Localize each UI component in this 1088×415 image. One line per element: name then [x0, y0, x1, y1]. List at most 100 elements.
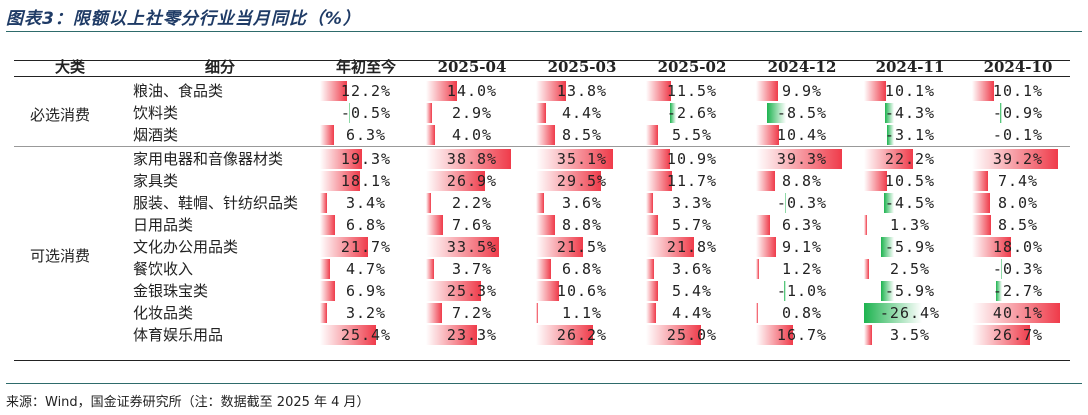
positive-databar [536, 125, 555, 145]
data-cell: 6.8% [320, 214, 412, 236]
cell-value: 3.2% [345, 304, 387, 322]
cell-value: 9.9% [781, 82, 823, 100]
cell-value: -3.1% [884, 126, 936, 144]
data-cell: 4.7% [320, 258, 412, 280]
negative-databar [881, 237, 894, 257]
cell-value: 10.5% [884, 172, 936, 190]
data-cell: -0.9% [972, 102, 1064, 124]
data-cell: -0.5% [320, 102, 412, 124]
data-cell: -2.6% [646, 102, 738, 124]
cell-value: 6.9% [345, 282, 387, 300]
data-cell: 5.4% [646, 280, 738, 302]
data-cell: 13.8% [536, 80, 628, 102]
cell-value: 10.6% [556, 282, 608, 300]
data-cell: 26.9% [426, 170, 518, 192]
header-subcategory: 细分 [204, 58, 235, 76]
data-cell: 4.4% [646, 302, 738, 324]
positive-databar [756, 303, 758, 323]
positive-databar [536, 237, 584, 257]
cell-value: 5.4% [671, 282, 713, 300]
cell-value: 2.2% [451, 194, 493, 212]
data-cell: 14.0% [426, 80, 518, 102]
data-cell: -5.9% [864, 236, 956, 258]
data-cell: -8.5% [756, 102, 848, 124]
positive-databar [646, 125, 659, 145]
positive-databar [864, 81, 887, 101]
cell-value: 39.3% [776, 150, 828, 168]
data-cell: 9.1% [756, 236, 848, 258]
positive-databar [426, 281, 482, 301]
cell-value: 13.8% [556, 82, 608, 100]
data-cell: 25.3% [426, 280, 518, 302]
data-cell: -3.1% [864, 124, 956, 146]
data-cell: 35.1% [536, 148, 628, 170]
cell-value: 10.9% [666, 150, 718, 168]
data-cell: 11.7% [646, 170, 738, 192]
positive-databar [864, 171, 887, 191]
cell-value: -5.9% [884, 282, 936, 300]
data-cell: 7.4% [972, 170, 1064, 192]
data-cell: -4.5% [864, 192, 956, 214]
positive-databar [426, 303, 442, 323]
cell-value: 7.6% [451, 216, 493, 234]
cell-value: 7.2% [451, 304, 493, 322]
data-cell: 40.1% [972, 302, 1064, 324]
positive-databar [756, 171, 776, 191]
data-cell: 7.6% [426, 214, 518, 236]
cell-value: 6.8% [345, 216, 387, 234]
cell-value: 3.5% [889, 326, 931, 344]
table-top-border [14, 60, 1070, 61]
cell-value: 25.0% [666, 326, 718, 344]
positive-databar [426, 259, 435, 279]
negative-databar [1001, 259, 1002, 279]
cell-value: 10.1% [992, 82, 1044, 100]
positive-databar [536, 281, 560, 301]
table-row: 文化办公用品类 21.7% 33.5% 21.5% 21.8% 9.1% -5.9% 18.0… [0, 236, 1088, 258]
table-row: 粮油、食品类 12.2% 14.0% 13.8% 11.5% 9.9% 10.1% 10.1% [0, 80, 1088, 102]
group-label-discretionary: 可选消费 [29, 247, 90, 265]
negative-databar [884, 193, 894, 213]
positive-databar [756, 215, 770, 235]
positive-databar [972, 215, 991, 235]
cell-value: 10.1% [884, 82, 936, 100]
data-cell: 2.2% [426, 192, 518, 214]
data-cell: 8.8% [756, 170, 848, 192]
table-row: 烟酒类 6.3% 4.0% 8.5% 5.5% 10.4% -3.1% -0.1% [0, 124, 1088, 146]
positive-databar [536, 149, 613, 169]
cell-value: 26.2% [556, 326, 608, 344]
positive-databar [320, 303, 327, 323]
header-divider [14, 76, 1070, 77]
data-cell: 3.2% [320, 302, 412, 324]
data-cell: 6.3% [756, 214, 848, 236]
data-cell: -0.3% [972, 258, 1064, 280]
data-cell: 39.3% [756, 148, 848, 170]
row-label: 日用品类 [133, 216, 194, 234]
positive-databar [646, 215, 659, 235]
cell-value: 3.4% [345, 194, 387, 212]
positive-databar [756, 259, 759, 279]
header-ytd: 年初至今 [335, 58, 396, 76]
positive-databar [536, 193, 544, 213]
data-cell: 2.5% [864, 258, 956, 280]
data-cell: 1.2% [756, 258, 848, 280]
data-cell: 1.3% [864, 214, 956, 236]
data-cell: 3.6% [536, 192, 628, 214]
cell-value: 5.5% [671, 126, 713, 144]
data-cell: 39.2% [972, 148, 1064, 170]
header-2025-04: 2025-04 [437, 58, 507, 76]
cell-value: 6.3% [345, 126, 387, 144]
group-label-essential: 必选消费 [29, 106, 90, 124]
positive-databar [646, 149, 670, 169]
cell-value: 4.7% [345, 260, 387, 278]
positive-databar [426, 125, 435, 145]
cell-value: 12.2% [340, 82, 392, 100]
row-label: 文化办公用品类 [133, 238, 239, 256]
positive-databar [426, 81, 457, 101]
cell-value: -0.5% [340, 104, 392, 122]
data-cell: -0.3% [756, 192, 848, 214]
data-cell: 4.0% [426, 124, 518, 146]
cell-value: 8.0% [997, 194, 1039, 212]
table-bottom-border [14, 360, 1070, 361]
data-cell: 5.7% [646, 214, 738, 236]
positive-databar [320, 149, 363, 169]
